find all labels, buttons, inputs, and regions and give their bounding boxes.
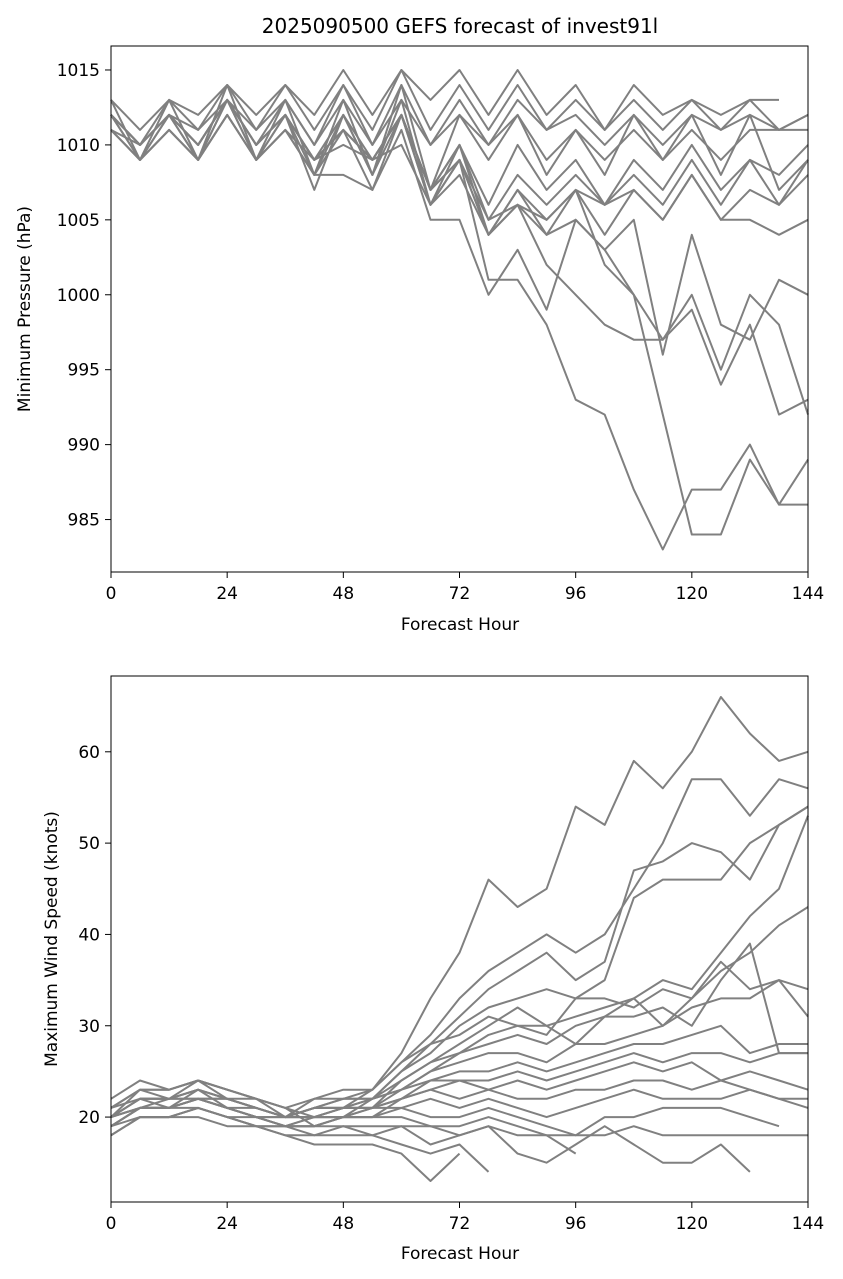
wind-series-line-15 bbox=[110, 1097, 780, 1137]
wind-series-line-18 bbox=[110, 1116, 461, 1182]
pressure-x-tick-label: 72 bbox=[449, 584, 471, 604]
wind-x-tick-label: 48 bbox=[333, 1214, 355, 1234]
wind-series-line-17 bbox=[110, 1106, 751, 1173]
pressure-y-tick-label: 1015 bbox=[57, 61, 100, 81]
pressure-series-line-14 bbox=[110, 98, 808, 536]
wind-y-axis: 20 30 40 50 60 bbox=[78, 743, 111, 1128]
pressure-x-axis: 0 24 48 72 96 120 144 bbox=[106, 572, 824, 604]
wind-series-line-20 bbox=[110, 1079, 577, 1155]
pressure-series-line-10 bbox=[110, 113, 809, 356]
pressure-y-axis: 985 990 995 1000 1005 1010 1015 bbox=[57, 61, 111, 531]
pressure-series-group bbox=[110, 69, 809, 551]
pressure-x-tick-label: 0 bbox=[106, 584, 117, 604]
pressure-y-tick-label: 995 bbox=[68, 361, 100, 381]
wind-series-line-13 bbox=[110, 1079, 808, 1119]
wind-x-tick-label: 144 bbox=[792, 1214, 824, 1234]
pressure-x-axis-label: Forecast Hour bbox=[401, 615, 519, 635]
pressure-series-line-5 bbox=[110, 84, 809, 191]
wind-chart: 0 24 48 72 96 120 144 20 30 40 50 60 Forecast Hour… bbox=[42, 675, 824, 1264]
pressure-x-tick-label: 48 bbox=[333, 584, 355, 604]
pressure-series-line-1 bbox=[110, 69, 779, 131]
wind-x-axis-label: Forecast Hour bbox=[401, 1244, 519, 1264]
pressure-x-tick-label: 24 bbox=[216, 584, 238, 604]
wind-series-group bbox=[110, 696, 809, 1182]
pressure-x-tick-label: 120 bbox=[676, 584, 708, 604]
wind-y-tick-label: 30 bbox=[78, 1017, 100, 1037]
wind-x-tick-label: 120 bbox=[676, 1214, 708, 1234]
wind-x-tick-label: 96 bbox=[565, 1214, 587, 1234]
wind-x-axis: 0 24 48 72 96 120 144 bbox=[106, 1202, 824, 1234]
pressure-y-tick-label: 1005 bbox=[57, 211, 100, 231]
wind-y-tick-label: 20 bbox=[78, 1108, 100, 1128]
wind-y-axis-label: Maximum Wind Speed (knots) bbox=[42, 811, 62, 1067]
wind-x-tick-label: 0 bbox=[106, 1214, 117, 1234]
pressure-y-tick-label: 1010 bbox=[57, 136, 100, 156]
wind-x-tick-label: 72 bbox=[449, 1214, 471, 1234]
wind-y-tick-label: 60 bbox=[78, 743, 100, 763]
pressure-y-tick-label: 990 bbox=[68, 436, 100, 456]
chart-title: 2025090500 GEFS forecast of invest91l bbox=[262, 14, 658, 38]
wind-y-tick-label: 40 bbox=[78, 925, 100, 945]
pressure-y-axis-label: Minimum Pressure (hPa) bbox=[15, 206, 35, 412]
pressure-y-tick-label: 985 bbox=[68, 511, 100, 531]
wind-x-tick-label: 24 bbox=[216, 1214, 238, 1234]
wind-y-tick-label: 50 bbox=[78, 834, 100, 854]
pressure-chart: 2025090500 GEFS forecast of invest91l 0 2… bbox=[15, 14, 824, 635]
pressure-x-tick-label: 96 bbox=[565, 584, 587, 604]
pressure-x-tick-label: 144 bbox=[792, 584, 824, 604]
pressure-y-tick-label: 1000 bbox=[57, 286, 100, 306]
